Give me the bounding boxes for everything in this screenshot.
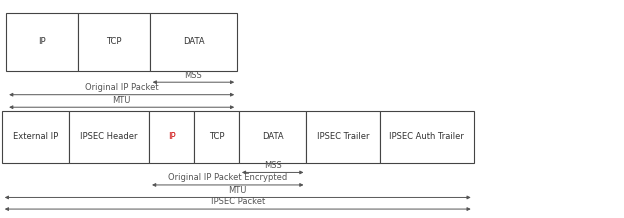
Text: IP: IP [168, 132, 175, 141]
Text: IPSEC Header: IPSEC Header [80, 132, 138, 141]
FancyBboxPatch shape [239, 111, 306, 163]
FancyBboxPatch shape [380, 111, 474, 163]
FancyBboxPatch shape [2, 111, 69, 163]
Text: TCP: TCP [209, 132, 224, 141]
FancyBboxPatch shape [78, 12, 150, 72]
FancyBboxPatch shape [69, 111, 149, 163]
Text: Original IP Packet Encrypted: Original IP Packet Encrypted [168, 173, 288, 182]
FancyBboxPatch shape [306, 111, 380, 163]
Text: IPSEC Packet: IPSEC Packet [211, 197, 265, 206]
FancyBboxPatch shape [150, 12, 237, 72]
FancyBboxPatch shape [149, 111, 194, 163]
FancyBboxPatch shape [6, 12, 78, 72]
Text: MSS: MSS [264, 161, 281, 170]
Text: IP: IP [38, 37, 46, 46]
Text: MTU: MTU [112, 95, 131, 105]
Text: IPSEC Auth Trailer: IPSEC Auth Trailer [389, 132, 464, 141]
Text: Original IP Packet: Original IP Packet [85, 83, 158, 92]
Text: DATA: DATA [183, 37, 204, 46]
Text: TCP: TCP [106, 37, 122, 46]
Text: DATA: DATA [262, 132, 283, 141]
Text: IPSEC Trailer: IPSEC Trailer [317, 132, 369, 141]
Text: MTU: MTU [228, 186, 247, 195]
Text: External IP: External IP [13, 132, 58, 141]
Text: MSS: MSS [185, 70, 202, 80]
FancyBboxPatch shape [194, 111, 239, 163]
